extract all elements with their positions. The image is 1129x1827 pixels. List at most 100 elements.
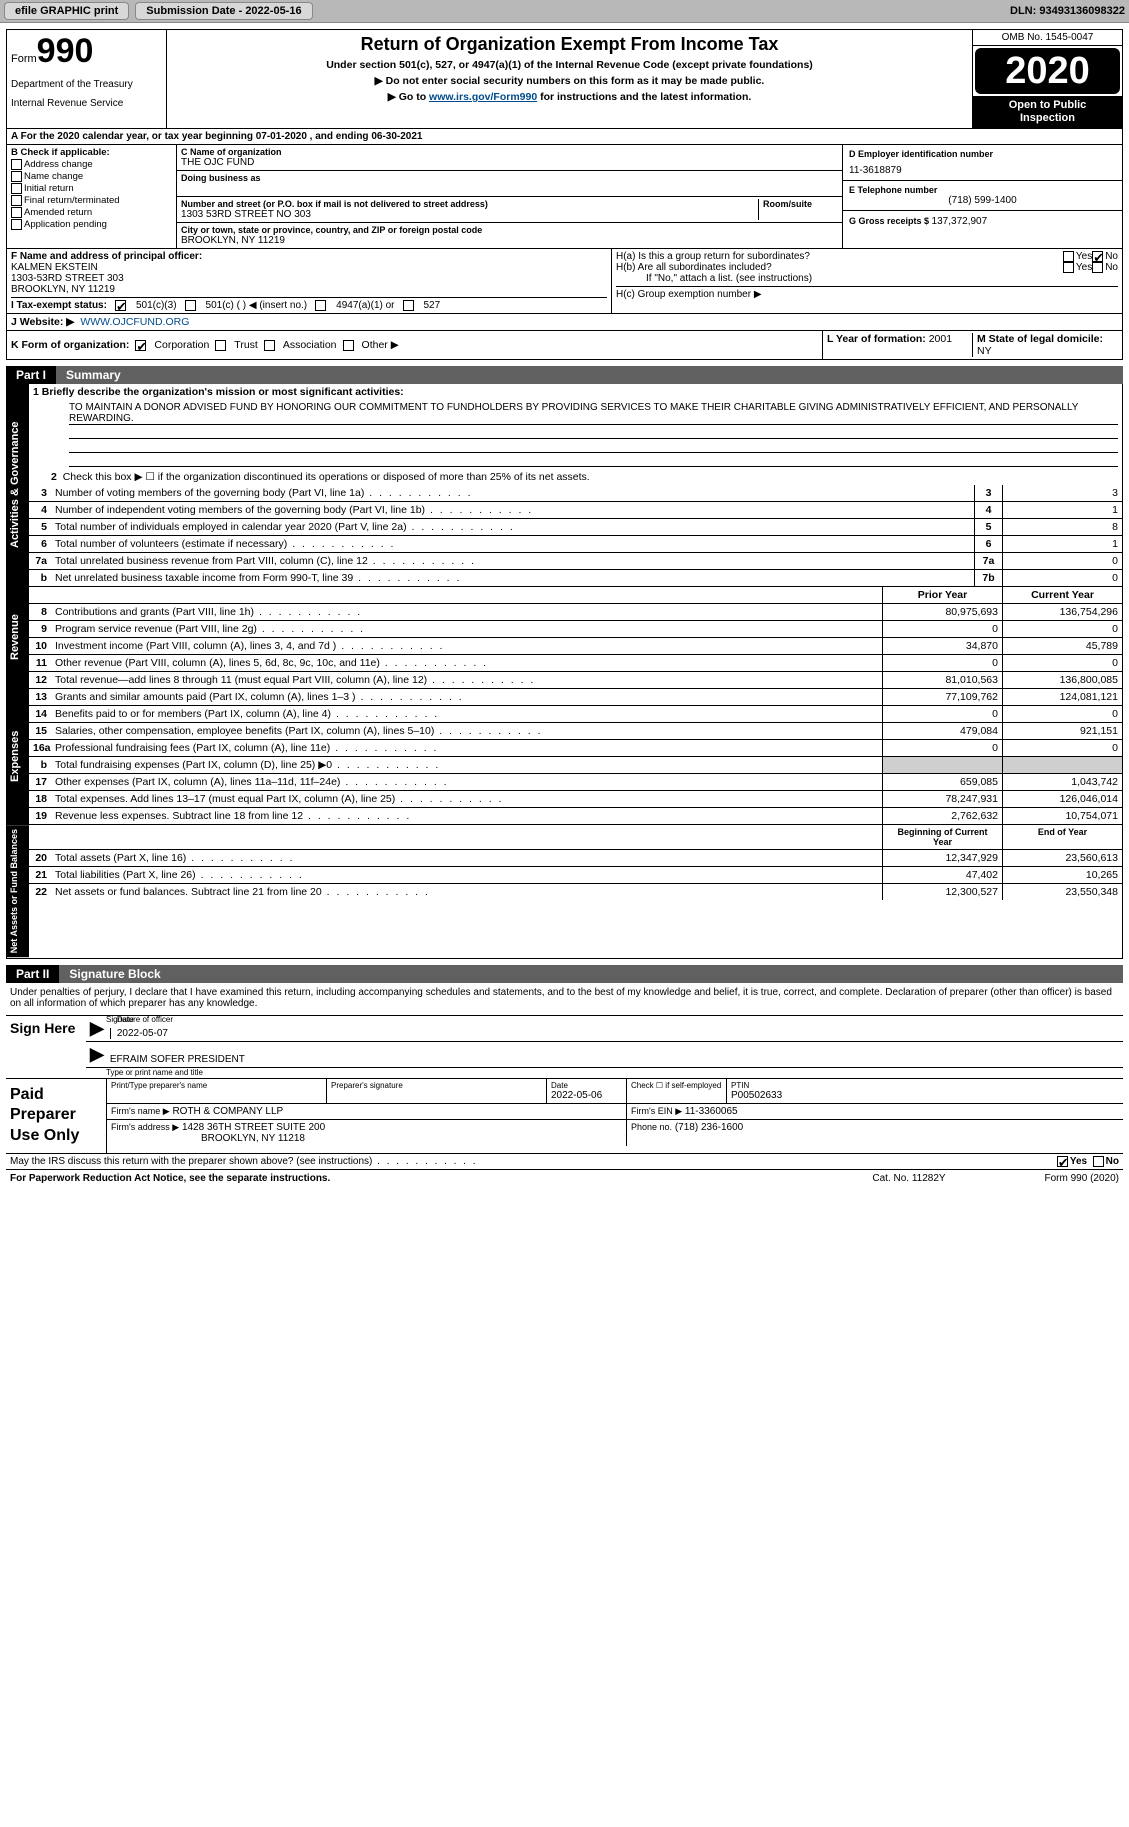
form-title: Return of Organization Exempt From Incom… (173, 34, 966, 55)
part-2-header: Part II Signature Block (6, 965, 1123, 983)
ein: 11-3618879 (849, 165, 1116, 176)
omb-number: OMB No. 1545-0047 (973, 30, 1122, 46)
website-link[interactable]: WWW.OJCFUND.ORG (80, 316, 189, 328)
org-name: THE OJC FUND (181, 157, 838, 168)
signature-declaration: Under penalties of perjury, I declare th… (6, 985, 1123, 1011)
form-subtitle-1: Under section 501(c), 527, or 4947(a)(1)… (173, 59, 966, 71)
py-b (882, 757, 1002, 773)
firm-ein: 11-3360065 (685, 1106, 738, 1117)
discuss-label: May the IRS discuss this return with the… (10, 1156, 1057, 1167)
cy-12: 136,800,085 (1002, 672, 1122, 688)
cat-no: Cat. No. 11282Y (849, 1173, 969, 1184)
cy-8: 136,754,296 (1002, 604, 1122, 620)
efile-print-button[interactable]: efile GRAPHIC print (4, 2, 129, 20)
py-19: 2,762,632 (882, 808, 1002, 824)
box-f: F Name and address of principal officer:… (7, 249, 612, 313)
submission-date-button[interactable]: Submission Date - 2022-05-16 (135, 2, 312, 20)
py-14: 0 (882, 706, 1002, 722)
form-footer: Form 990 (2020) (969, 1173, 1119, 1184)
prior-year-header: Prior Year (882, 587, 1002, 603)
cy-15: 921,151 (1002, 723, 1122, 739)
py-8: 80,975,693 (882, 604, 1002, 620)
sign-date: 2022-05-07 (117, 1028, 168, 1039)
open-inspection: Open to PublicInspection (973, 96, 1122, 128)
gross-receipts: 137,372,907 (932, 216, 988, 227)
firm-addr2: BROOKLYN, NY 11218 (201, 1133, 305, 1144)
tab-revenue: Revenue (7, 587, 29, 688)
mission-label: 1 Briefly describe the organization's mi… (29, 384, 1122, 400)
line-2: Check this box ▶ ☐ if the organization d… (63, 471, 590, 483)
py-22: 12,300,527 (882, 884, 1002, 900)
val-b: 0 (1002, 570, 1122, 586)
py-13: 77,109,762 (882, 689, 1002, 705)
py-10: 34,870 (882, 638, 1002, 654)
current-year-header: Current Year (1002, 587, 1122, 603)
firm-name: ROTH & COMPANY LLP (172, 1106, 283, 1117)
ha-no-checkbox[interactable] (1092, 251, 1103, 262)
py-12: 81,010,563 (882, 672, 1002, 688)
form-subtitle-2: ▶ Do not enter social security numbers o… (173, 75, 966, 87)
cy-10: 45,789 (1002, 638, 1122, 654)
box-c: C Name of organization THE OJC FUND Doin… (177, 145, 842, 248)
val-7a: 0 (1002, 553, 1122, 569)
paperwork-notice: For Paperwork Reduction Act Notice, see … (10, 1173, 849, 1184)
py-17: 659,085 (882, 774, 1002, 790)
form-header: Form990 Department of the Treasury Inter… (6, 29, 1123, 129)
val-4: 1 (1002, 502, 1122, 518)
py-20: 12,347,929 (882, 850, 1002, 866)
cy-9: 0 (1002, 621, 1122, 637)
year-formation: 2001 (929, 333, 952, 345)
cy-17: 1,043,742 (1002, 774, 1122, 790)
cy-11: 0 (1002, 655, 1122, 671)
cy-20: 23,560,613 (1002, 850, 1122, 866)
firm-phone: (718) 236-1600 (675, 1122, 743, 1133)
cy-18: 126,046,014 (1002, 791, 1122, 807)
irs-link[interactable]: www.irs.gov/Form990 (429, 91, 537, 103)
discuss-yes-checkbox[interactable] (1057, 1156, 1068, 1167)
cy-21: 10,265 (1002, 867, 1122, 883)
phone: (718) 599-1400 (849, 195, 1116, 206)
py-21: 47,402 (882, 867, 1002, 883)
form-subtitle-3: ▶ Go to www.irs.gov/Form990 for instruct… (173, 91, 966, 103)
org-city: BROOKLYN, NY 11219 (181, 235, 838, 246)
org-address: 1303 53RD STREET NO 303 (181, 209, 758, 220)
cy-b (1002, 757, 1122, 773)
officer-name: KALMEN EKSTEIN (11, 262, 607, 273)
sign-here-label: Sign Here (6, 1016, 86, 1068)
cy-13: 124,081,121 (1002, 689, 1122, 705)
paid-preparer-label: Paid Preparer Use Only (6, 1079, 106, 1153)
cy-16a: 0 (1002, 740, 1122, 756)
part-1-header: Part I Summary (6, 366, 1123, 384)
toolbar: efile GRAPHIC print Submission Date - 20… (0, 0, 1129, 23)
dept-treasury: Department of the Treasury (11, 79, 162, 90)
box-b: B Check if applicable: Address change Na… (7, 145, 177, 248)
ptin: P00502633 (731, 1090, 782, 1101)
cy-22: 23,550,348 (1002, 884, 1122, 900)
box-k: K Form of organization: Corporation Trus… (6, 331, 1123, 360)
cy-19: 10,754,071 (1002, 808, 1122, 824)
box-h: H(a) Is this a group return for subordin… (612, 249, 1122, 313)
form-number: 990 (37, 32, 94, 70)
val-5: 8 (1002, 519, 1122, 535)
py-18: 78,247,931 (882, 791, 1002, 807)
dept-irs: Internal Revenue Service (11, 98, 162, 109)
val-6: 1 (1002, 536, 1122, 552)
officer-signature-name: EFRAIM SOFER PRESIDENT (110, 1054, 245, 1065)
firm-addr1: 1428 36TH STREET SUITE 200 (182, 1122, 325, 1133)
form-label: Form990 (11, 32, 162, 71)
dln-label: DLN: 93493136098322 (1010, 5, 1125, 17)
501c3-checkbox[interactable] (115, 300, 126, 311)
tab-net-assets: Net Assets or Fund Balances (7, 825, 29, 957)
mission-text: TO MAINTAIN A DONOR ADVISED FUND BY HONO… (69, 402, 1118, 425)
py-9: 0 (882, 621, 1002, 637)
cy-14: 0 (1002, 706, 1122, 722)
tab-governance: Activities & Governance (7, 384, 29, 586)
py-11: 0 (882, 655, 1002, 671)
val-3: 3 (1002, 485, 1122, 501)
tax-year: 2020 (975, 48, 1120, 94)
box-j: J Website: ▶ WWW.OJCFUND.ORG (6, 314, 1123, 331)
tab-expenses: Expenses (7, 689, 29, 824)
corp-checkbox[interactable] (135, 340, 146, 351)
py-16a: 0 (882, 740, 1002, 756)
py-15: 479,084 (882, 723, 1002, 739)
